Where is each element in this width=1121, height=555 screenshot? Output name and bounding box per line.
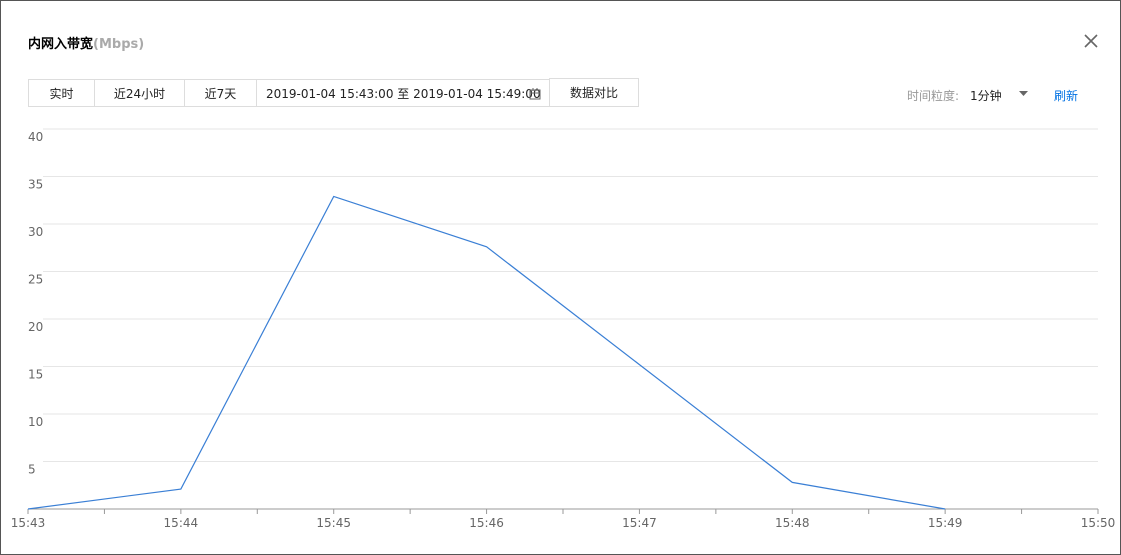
date-sep: 至 bbox=[397, 87, 410, 101]
x-tick-label: 15:45 bbox=[316, 516, 351, 530]
title-text: 内网入带宽 bbox=[28, 37, 94, 52]
tab-24h[interactable]: 近24小时 bbox=[94, 79, 185, 107]
tab-7d[interactable]: 近7天 bbox=[184, 79, 257, 107]
granularity-label: 时间粒度: bbox=[907, 89, 960, 103]
y-tick-label: 15 bbox=[28, 368, 43, 382]
y-tick-label: 10 bbox=[28, 415, 43, 429]
x-tick-label: 15:43 bbox=[11, 516, 46, 530]
tab-realtime[interactable]: 实时 bbox=[28, 79, 95, 107]
close-button[interactable] bbox=[1084, 34, 1098, 48]
x-tick-label: 15:50 bbox=[1081, 516, 1116, 530]
y-tick-label: 35 bbox=[28, 178, 43, 192]
y-tick-label: 30 bbox=[28, 225, 43, 239]
refresh-link[interactable]: 刷新 bbox=[1054, 89, 1079, 103]
compare-button[interactable]: 数据对比 bbox=[549, 78, 639, 107]
dropdown-arrow bbox=[1019, 91, 1028, 96]
x-tick-label: 15:47 bbox=[622, 516, 657, 530]
x-tick-label: 15:46 bbox=[469, 516, 504, 530]
data-line bbox=[27, 195, 946, 510]
x-tick-label: 15:48 bbox=[775, 516, 810, 530]
y-tick-label: 25 bbox=[28, 273, 43, 287]
y-tick-label: 40 bbox=[28, 130, 43, 144]
y-tick-label: 5 bbox=[28, 463, 36, 477]
granularity-select[interactable]: 1分钟 bbox=[970, 89, 1002, 103]
x-tick-label: 15:44 bbox=[164, 516, 199, 530]
date-range[interactable]: 2019-01-04 15:43:00 至 2019-01-04 15:49:0… bbox=[256, 79, 550, 107]
date-start: 2019-01-04 15:43:00 bbox=[266, 87, 394, 101]
date-end: 2019-01-04 15:49:00 bbox=[413, 87, 541, 101]
x-tick-label: 15:49 bbox=[928, 516, 963, 530]
dialog-title: 内网入带宽(Mbps) bbox=[28, 33, 144, 52]
calendar-icon bbox=[529, 88, 541, 100]
y-tick-label: 20 bbox=[28, 320, 43, 334]
title-unit: (Mbps) bbox=[93, 37, 145, 52]
